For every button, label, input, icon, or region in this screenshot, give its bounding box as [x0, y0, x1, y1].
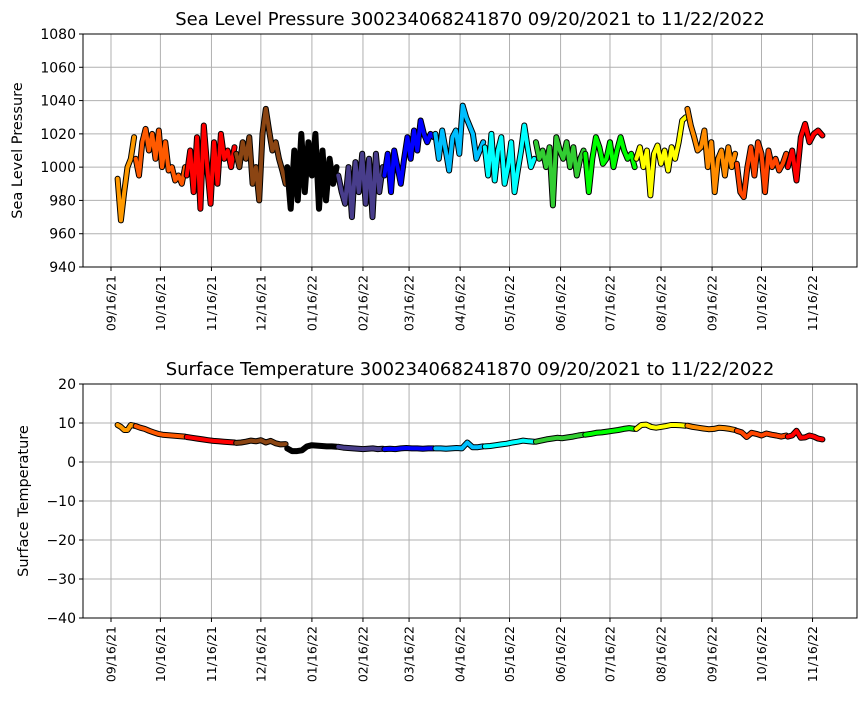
y-tick-label: −10 [46, 494, 76, 510]
chart-title: Surface Temperature 300234068241870 09/2… [166, 359, 775, 380]
series-line-mar-2022 [382, 118, 436, 195]
x-tick-label: 08/16/22 [654, 626, 669, 682]
series-line-jan-2022 [285, 131, 339, 211]
x-tick-label: 11/16/22 [805, 626, 820, 682]
y-tick-label: 1080 [40, 27, 76, 43]
x-tick-label: 02/16/22 [355, 275, 370, 331]
y-tick-label: −30 [46, 572, 76, 588]
series-line-dec-2021 [234, 106, 288, 203]
series-line-jul-2022 [583, 135, 637, 195]
series-line-sep-2021 [115, 135, 137, 223]
series-line-sep-2022 [685, 423, 738, 432]
series-line-nov-2021 [184, 435, 237, 445]
plot-frame [82, 383, 858, 619]
chart-1: 09/16/21 10/16/21 11/16/21 12/16/21 01/16/22… [10, 9, 858, 331]
series-line-jan-2022 [285, 443, 339, 454]
x-tick-label: 02/16/22 [355, 626, 370, 682]
series-line-mar-2022 [382, 446, 436, 452]
y-tick-label: 1040 [40, 94, 76, 110]
series-line-nov-2022 [785, 121, 825, 183]
plot-frame [82, 33, 858, 268]
x-tick-label: 09/16/21 [103, 275, 118, 331]
series-line-nov-2021 [184, 123, 237, 211]
x-tick-label: 07/16/22 [602, 275, 617, 331]
y-tick-label: 1060 [40, 60, 76, 76]
series-line-oct-2021 [133, 126, 188, 186]
x-tick-label: 06/16/22 [553, 275, 568, 331]
x-tick-label: 06/16/22 [553, 626, 568, 682]
series-line-feb-2022 [336, 444, 385, 452]
y-tick-label: 960 [49, 227, 76, 243]
x-tick-label: 03/16/22 [402, 275, 417, 331]
chart-title: Sea Level Pressure 300234068241870 09/20… [175, 9, 765, 30]
x-tick-label: 04/16/22 [453, 275, 468, 331]
x-tick-label: 01/16/22 [304, 626, 319, 682]
x-tick-label: 10/16/22 [754, 275, 769, 331]
x-tick-label: 05/16/22 [502, 275, 517, 331]
series-line-jun-2022 [533, 135, 586, 208]
x-tick-label: 10/16/22 [754, 626, 769, 682]
series-line-jul-2022 [583, 426, 637, 437]
x-tick-label: 09/16/22 [705, 626, 720, 682]
y-axis-label: Surface Temperature [16, 425, 32, 577]
series-line-may-2022 [482, 123, 537, 195]
x-tick-label: 09/16/22 [705, 275, 720, 331]
y-tick-label: −20 [46, 533, 76, 549]
series-line-oct-2022 [734, 140, 789, 200]
series-line-sep-2021 [115, 423, 137, 432]
x-tick-label: 11/16/21 [204, 626, 219, 682]
series-line-oct-2021 [133, 424, 188, 439]
x-tick-label: 12/16/21 [253, 626, 268, 682]
x-tick-label: 11/16/22 [805, 275, 820, 331]
x-tick-label: 11/16/21 [204, 275, 219, 331]
series-line-dec-2021 [234, 438, 288, 447]
series-line-aug-2022 [634, 422, 688, 431]
y-axis-label: Sea Level Pressure [10, 82, 26, 218]
x-tick-label: 10/16/21 [153, 275, 168, 331]
series-line-oct-2022 [734, 428, 789, 439]
series-line-jun-2022 [533, 432, 586, 444]
y-tick-label: 1020 [40, 127, 76, 143]
series-line-sep-2022 [685, 106, 738, 195]
y-tick-label: 940 [49, 260, 76, 276]
x-tick-label: 04/16/22 [453, 626, 468, 682]
y-tick-label: 20 [58, 377, 76, 393]
x-tick-label: 05/16/22 [502, 626, 517, 682]
series-line-nov-2022 [785, 428, 825, 442]
y-tick-label: −40 [46, 611, 76, 627]
x-tick-label: 12/16/21 [253, 275, 268, 331]
x-tick-label: 10/16/21 [153, 626, 168, 682]
x-tick-label: 01/16/22 [304, 275, 319, 331]
y-tick-label: 1000 [40, 160, 76, 176]
x-tick-label: 03/16/22 [402, 626, 417, 682]
y-tick-label: 0 [67, 455, 76, 471]
y-tick-label: 980 [49, 193, 76, 209]
x-tick-label: 08/16/22 [654, 275, 669, 331]
series-line-apr-2022 [433, 440, 486, 451]
series-line-aug-2022 [634, 115, 688, 198]
series-line-may-2022 [482, 438, 537, 449]
x-tick-label: 07/16/22 [602, 626, 617, 682]
y-tick-label: 10 [58, 416, 76, 432]
series-line-feb-2022 [336, 151, 385, 220]
series-line-apr-2022 [433, 103, 486, 173]
chart-2: 09/16/21 10/16/21 11/16/21 12/16/21 01/16/22… [16, 359, 858, 682]
x-tick-label: 09/16/21 [103, 626, 118, 682]
